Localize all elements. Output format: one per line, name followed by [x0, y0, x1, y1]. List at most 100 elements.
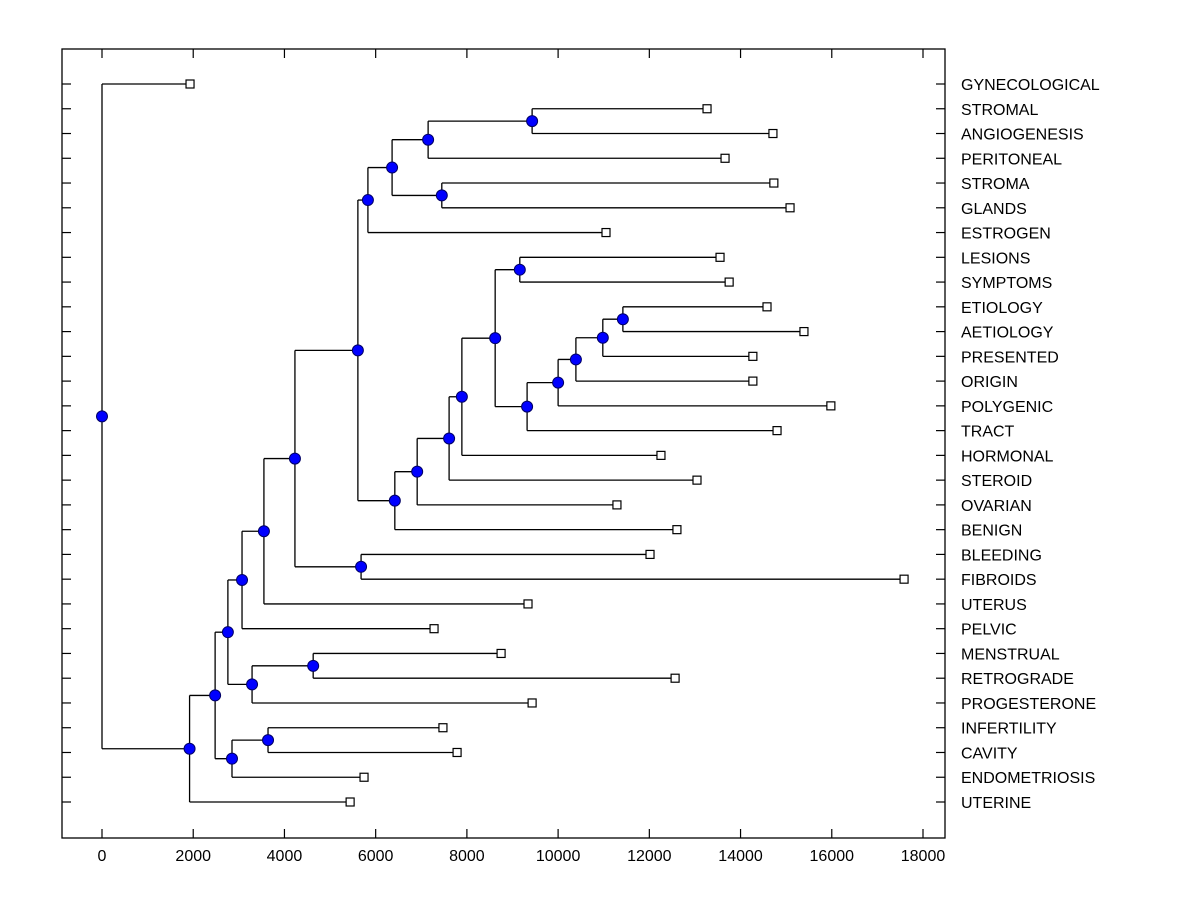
- leaf-label: PERITONEAL: [961, 151, 1062, 168]
- cluster-node: [596, 331, 609, 344]
- leaf-label: UTERUS: [961, 597, 1027, 614]
- leaf-marker: [601, 227, 611, 238]
- cluster-node: [521, 400, 534, 413]
- leaf-label: UTERINE: [961, 795, 1031, 812]
- cluster-node: [361, 194, 374, 207]
- leaf-label: HORMONAL: [961, 448, 1054, 465]
- leaf-marker: [702, 104, 712, 114]
- cluster-node: [225, 752, 238, 765]
- cluster-node: [489, 332, 502, 345]
- leaf-label: POLYGENIC: [961, 399, 1053, 416]
- leaf-label: PRESENTED: [961, 349, 1059, 366]
- leaf-marker: [496, 648, 506, 659]
- leaf-label: INFERTILITY: [961, 721, 1057, 738]
- leaf-marker: [612, 500, 622, 510]
- leaf-label: SYMPTOMS: [961, 275, 1052, 292]
- x-tick-label: 18000: [901, 848, 946, 865]
- leaf-label: RETROGRADE: [961, 671, 1074, 688]
- leaf-label: ETIOLOGY: [961, 300, 1043, 317]
- tree-edges: [101, 83, 905, 803]
- x-tick-label: 16000: [810, 848, 855, 865]
- leaf-label: MENSTRUAL: [961, 646, 1060, 663]
- cluster-node: [616, 313, 629, 326]
- leaf-marker: [345, 797, 355, 807]
- cluster-node: [526, 115, 539, 128]
- leaf-marker: [720, 153, 730, 163]
- leaf-marker: [772, 426, 782, 436]
- leaf-labels: GYNECOLOGICAL STROMAL ANGIOGENESIS PERITONE…: [961, 77, 1100, 812]
- leaf-marker: [359, 772, 369, 782]
- x-tick-label: 14000: [718, 848, 763, 865]
- leaf-marker: [785, 203, 795, 213]
- leaf-marker: [899, 574, 909, 584]
- leaf-label: STROMA: [961, 176, 1030, 193]
- leaf-marker: [748, 351, 758, 361]
- x-tick-label: 4000: [267, 848, 303, 865]
- leaf-marker: [185, 79, 195, 89]
- leaf-marker: [452, 747, 462, 758]
- cluster-node: [435, 189, 448, 202]
- cluster-node: [307, 659, 320, 672]
- cluster-node: [262, 734, 275, 747]
- leaf-marker: [769, 178, 779, 188]
- leaf-label: ENDOMETRIOSIS: [961, 770, 1095, 787]
- x-tick-label: 6000: [358, 848, 394, 865]
- x-tick-label: 12000: [627, 848, 672, 865]
- leaf-label: STEROID: [961, 473, 1032, 490]
- leaf-marker: [692, 475, 702, 485]
- leaf-label: LESIONS: [961, 250, 1030, 267]
- leaf-label: CAVITY: [961, 745, 1018, 762]
- leaf-marker: [523, 599, 533, 609]
- x-tick-label: 2000: [175, 848, 211, 865]
- x-tick-label: 0: [98, 848, 107, 865]
- leaf-marker: [826, 401, 836, 411]
- cluster-node: [183, 742, 196, 755]
- leaf-label: PROGESTERONE: [961, 696, 1096, 713]
- leaf-marker: [748, 376, 758, 386]
- leaf-label: PELVIC: [961, 622, 1017, 639]
- leaf-marker: [645, 549, 655, 560]
- leaf-marker: [670, 673, 680, 683]
- cluster-node: [288, 452, 301, 465]
- x-tick-label: 10000: [536, 848, 581, 865]
- leaf-marker: [429, 624, 439, 634]
- cluster-node: [388, 494, 401, 507]
- leaf-label: ORIGIN: [961, 374, 1018, 391]
- leaf-label: GLANDS: [961, 201, 1027, 218]
- cluster-node: [443, 432, 456, 445]
- cluster-node: [422, 133, 435, 146]
- cluster-node: [96, 410, 108, 423]
- leaf-label: TRACT: [961, 424, 1015, 441]
- leaf-label: BLEEDING: [961, 547, 1042, 564]
- leaf-marker: [527, 698, 537, 708]
- x-axis-tick-labels: 0 2000 4000 6000 8000 10000 12000 14000 16000 180…: [98, 848, 946, 865]
- cluster-node: [236, 573, 249, 586]
- leaf-marker: [438, 723, 448, 733]
- leaf-marker: [762, 302, 772, 312]
- cluster-node: [257, 525, 270, 538]
- cluster-node: [386, 161, 399, 174]
- internal-nodes: [96, 115, 629, 765]
- leaf-label: GYNECOLOGICAL: [961, 77, 1100, 94]
- cluster-node: [513, 263, 526, 276]
- leaf-label: STROMAL: [961, 102, 1038, 119]
- leaf-label: ESTROGEN: [961, 226, 1051, 243]
- leaf-marker: [656, 450, 666, 460]
- leaf-label: BENIGN: [961, 523, 1022, 540]
- leaf-markers: [185, 79, 909, 807]
- cluster-node: [552, 376, 565, 389]
- x-tick-label: 8000: [449, 848, 485, 865]
- plot-frame: [61, 48, 946, 839]
- cluster-node: [221, 626, 234, 639]
- cluster-node: [246, 678, 259, 691]
- cluster-node: [455, 390, 468, 403]
- leaf-marker: [715, 252, 725, 262]
- cluster-node: [569, 353, 582, 366]
- leaf-label: OVARIAN: [961, 498, 1032, 515]
- axis-ticks: [62, 49, 945, 838]
- cluster-node: [355, 560, 368, 573]
- leaf-marker: [768, 128, 778, 139]
- leaf-marker: [672, 525, 682, 535]
- leaf-marker: [724, 277, 734, 287]
